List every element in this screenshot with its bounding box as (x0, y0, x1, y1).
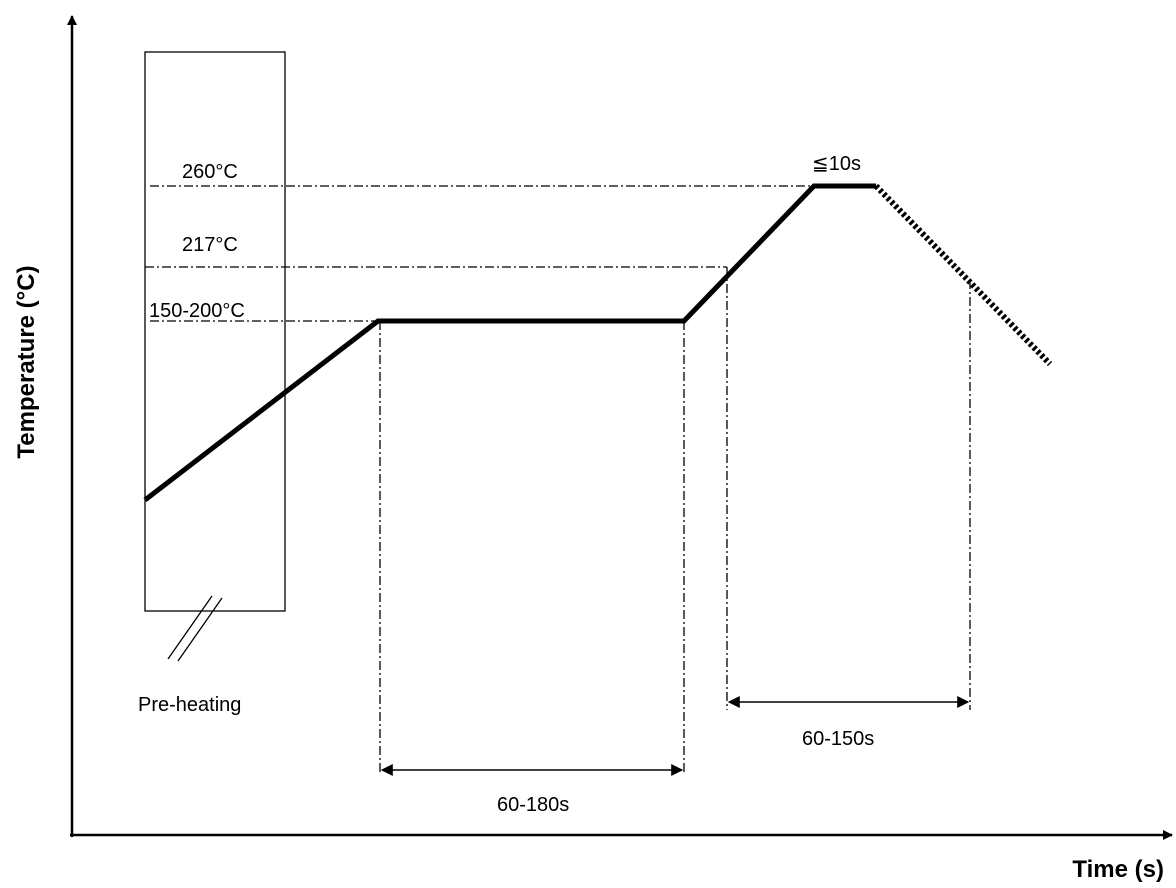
axis-break-mark (167, 595, 213, 660)
liquidus-time-label: 60-150s (802, 728, 874, 750)
x-axis-title: Time (s) (1072, 856, 1164, 883)
preheating-zone-box (144, 51, 286, 612)
preheating-label: Pre-heating (138, 694, 241, 716)
y-axis-title: Temperature (°C) (13, 265, 40, 458)
axis-break-mark (177, 597, 223, 662)
temp-150-200-label: 150-200°C (149, 300, 245, 322)
temp-217-label: 217°C (182, 234, 238, 256)
soak-time-label: 60-180s (497, 794, 569, 816)
temp-260-label: 260°C (182, 161, 238, 183)
temperature-profile-line (143, 183, 876, 502)
peak-time-label: ≦10s (812, 153, 861, 175)
cooling-profile-line (873, 183, 1053, 367)
